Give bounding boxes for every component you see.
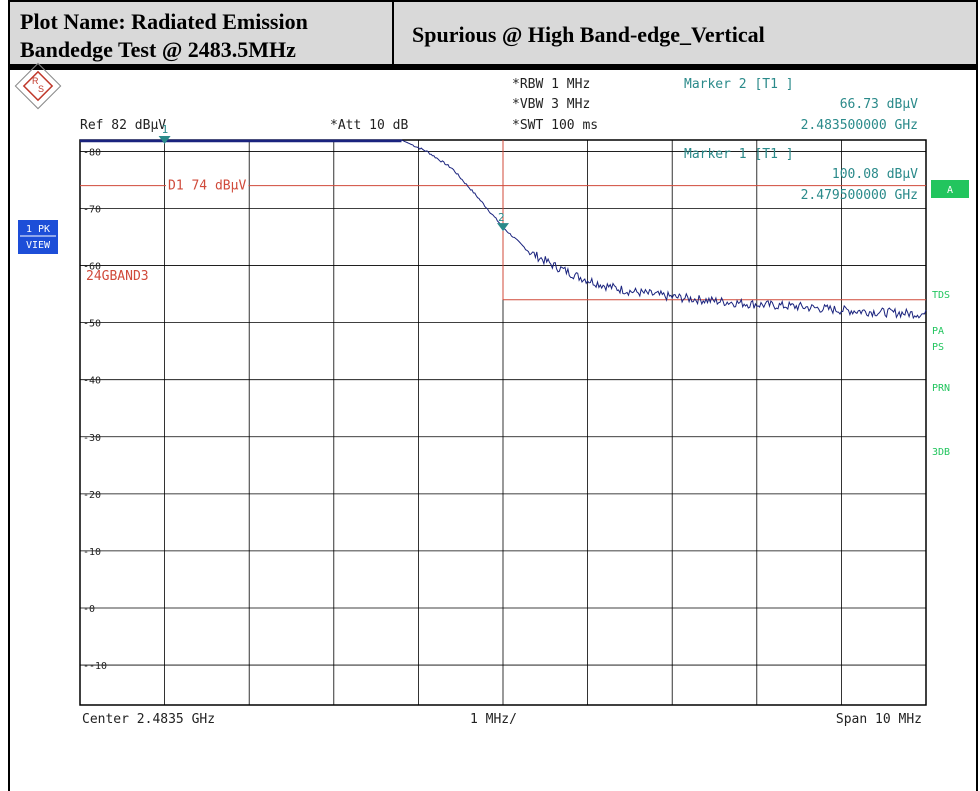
- attenuation-label: *Att 10 dB: [330, 118, 408, 133]
- marker1-frequency: 2.479500000 GHz: [801, 188, 918, 203]
- a-badge-label: A: [947, 185, 953, 196]
- y-tick-label: -30: [83, 433, 101, 444]
- plot-name-line2: Bandedge Test @ 2483.5MHz: [20, 37, 296, 62]
- frequency-per-division-label: 1 MHz/: [470, 712, 517, 727]
- ps-label: PS: [932, 342, 944, 353]
- rbw-label: *RBW 1 MHz: [512, 77, 590, 92]
- y-tick-labels: -80 -70 -60 -50 -40 -30 -20 -10 -0 --10: [83, 147, 107, 672]
- y-tick-label: -20: [83, 490, 101, 501]
- a-badge: [931, 180, 969, 198]
- svg-text:S: S: [38, 84, 44, 94]
- prn-label: PRN: [932, 383, 950, 394]
- ref-level-label: Ref 82 dBµV: [80, 118, 166, 133]
- plot-name-cell: Plot Name: Radiated Emission Bandedge Te…: [10, 2, 394, 64]
- plot-header: Plot Name: Radiated Emission Bandedge Te…: [8, 0, 978, 66]
- trace-group: 12: [80, 123, 927, 320]
- pk-view-line1: 1 PK: [26, 224, 50, 235]
- marker1-title: Marker 1 [T1 ]: [684, 147, 794, 162]
- 3db-label: 3DB: [932, 447, 950, 458]
- marker2-title: Marker 2 [T1 ]: [684, 77, 794, 92]
- plot-name-line1: Plot Name: Radiated Emission: [20, 9, 308, 34]
- limit-line-label: D1 74 dBµV: [168, 179, 246, 194]
- vbw-label: *VBW 3 MHz: [512, 97, 590, 112]
- marker2-frequency: 2.483500000 GHz: [801, 118, 918, 133]
- pk-view-badge: [18, 220, 58, 254]
- y-tick-label: -10: [83, 547, 101, 558]
- marker2-number: 2: [498, 211, 505, 224]
- y-tick-label: -50: [83, 319, 101, 330]
- limit-label-background: [166, 178, 249, 194]
- tds-label: TDS: [932, 290, 950, 301]
- marker2-triangle: [497, 223, 509, 232]
- pk-view-line2: VIEW: [26, 240, 51, 251]
- rs-logo-icon: R S: [14, 62, 62, 110]
- pa-label: PA: [932, 326, 944, 337]
- y-tick-label: -60: [83, 262, 101, 273]
- sweep-time-label: *SWT 100 ms: [512, 118, 598, 133]
- chart-overlay: D1 74 dBµV 24GBAND3: [80, 140, 926, 301]
- band-label: 24GBAND3: [86, 269, 149, 284]
- y-tick-label: -40: [83, 376, 101, 387]
- marker1-number: 1: [162, 123, 169, 136]
- y-tick-label: -70: [83, 204, 101, 215]
- y-tick-label: -80: [83, 147, 101, 158]
- y-tick-label: --10: [83, 661, 107, 672]
- y-tick-label: -0: [83, 604, 95, 615]
- center-frequency-label: Center 2.4835 GHz: [82, 712, 215, 727]
- svg-text:R: R: [32, 76, 39, 86]
- marker1-triangle: [158, 136, 171, 144]
- marker1-level: 100.08 dBµV: [832, 167, 918, 182]
- plot-description: Spurious @ High Band-edge_Vertical: [412, 22, 765, 47]
- marker2-level: 66.73 dBµV: [840, 97, 918, 112]
- span-label: Span 10 MHz: [836, 712, 922, 727]
- header-rule: [8, 66, 978, 70]
